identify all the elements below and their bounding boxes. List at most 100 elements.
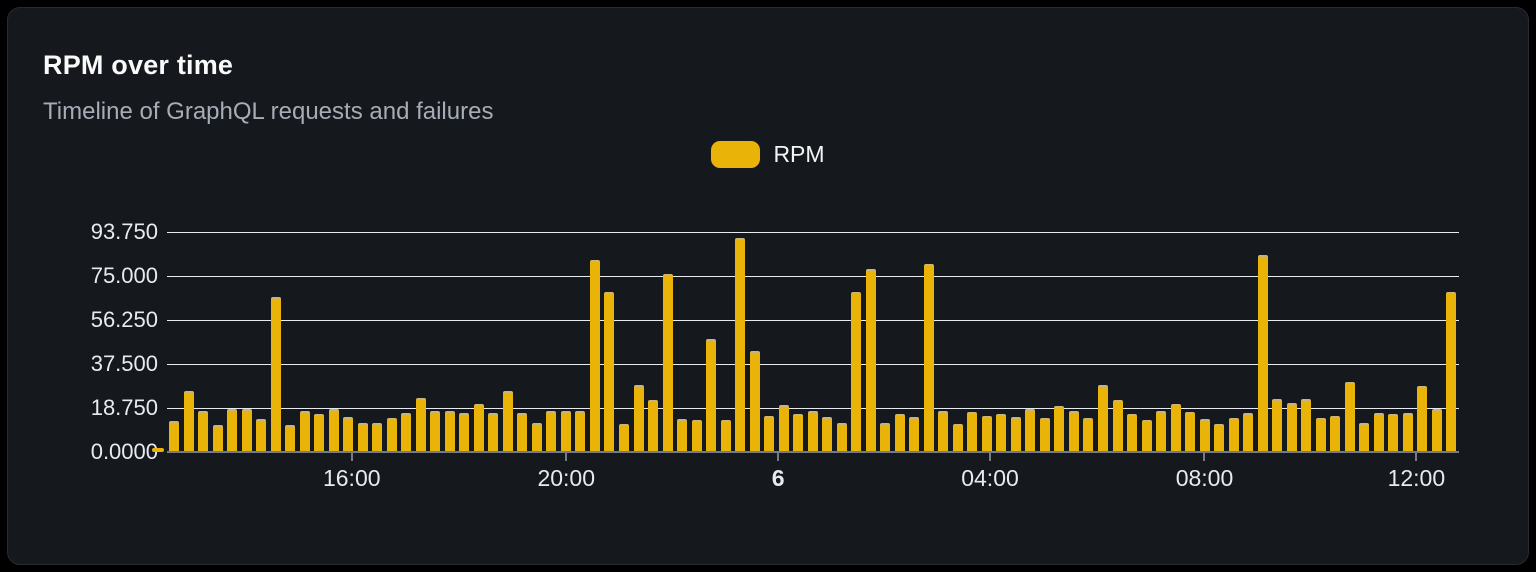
bar[interactable]	[1185, 412, 1196, 452]
bar[interactable]	[604, 292, 615, 452]
bar[interactable]	[822, 417, 833, 452]
bar[interactable]	[1388, 414, 1399, 452]
bar[interactable]	[923, 264, 934, 452]
bar[interactable]	[473, 404, 484, 452]
bar[interactable]	[314, 414, 325, 452]
bar[interactable]	[749, 351, 760, 452]
bar[interactable]	[1446, 292, 1457, 452]
y-axis-label: 56.250	[90, 307, 158, 332]
bar[interactable]	[1054, 406, 1065, 452]
bar[interactable]	[996, 414, 1007, 452]
x-axis-label: 08:00	[1175, 465, 1234, 491]
bar[interactable]	[909, 417, 920, 452]
x-axis-label: 04:00	[961, 465, 1019, 491]
bar[interactable]	[502, 391, 513, 452]
bar[interactable]	[198, 411, 209, 452]
x-axis-tick	[989, 452, 991, 461]
bar[interactable]	[1141, 420, 1152, 452]
bar[interactable]	[343, 417, 354, 452]
bar[interactable]	[1243, 413, 1254, 452]
bar[interactable]	[372, 423, 383, 452]
bar[interactable]	[851, 292, 862, 452]
bar[interactable]	[735, 238, 746, 452]
bar[interactable]	[328, 409, 339, 452]
bar[interactable]	[720, 420, 731, 452]
bar[interactable]	[1286, 403, 1297, 452]
bar[interactable]	[1025, 409, 1036, 452]
bar[interactable]	[357, 423, 368, 452]
bar[interactable]	[706, 339, 717, 452]
bar[interactable]	[1301, 399, 1312, 452]
bar[interactable]	[1315, 418, 1326, 452]
bar[interactable]	[299, 411, 310, 452]
bar[interactable]	[1039, 418, 1050, 452]
bar[interactable]	[691, 420, 702, 452]
bar[interactable]	[517, 413, 528, 452]
bar[interactable]	[677, 419, 688, 452]
bar[interactable]	[1330, 416, 1341, 452]
legend-item-rpm[interactable]: RPM	[711, 141, 825, 168]
bar[interactable]	[1170, 404, 1181, 452]
chart-title: RPM over time	[43, 50, 234, 80]
bar[interactable]	[952, 424, 963, 452]
bar[interactable]	[894, 414, 905, 452]
bar[interactable]	[648, 400, 659, 452]
bar[interactable]	[1010, 417, 1021, 452]
bar[interactable]	[227, 409, 238, 452]
bar[interactable]	[880, 423, 891, 452]
bar[interactable]	[778, 405, 789, 452]
bar[interactable]	[662, 274, 673, 452]
chart-subtitle: Timeline of GraphQL requests and failure…	[43, 98, 494, 125]
bar[interactable]	[212, 425, 223, 452]
bar[interactable]	[807, 411, 818, 452]
x-axis-label: 6	[771, 465, 785, 491]
bar[interactable]	[560, 411, 571, 452]
bar[interactable]	[1156, 411, 1167, 452]
bar[interactable]	[401, 413, 412, 452]
bar[interactable]	[836, 423, 847, 452]
bar[interactable]	[241, 409, 252, 452]
gridline	[167, 231, 1459, 233]
bar[interactable]	[1083, 418, 1094, 452]
bar[interactable]	[488, 413, 499, 452]
bar[interactable]	[1417, 386, 1428, 452]
bar[interactable]	[270, 297, 281, 452]
x-axis-line	[167, 451, 1459, 453]
bar[interactable]	[1199, 419, 1210, 452]
bar[interactable]	[459, 413, 470, 452]
bar[interactable]	[169, 421, 179, 452]
bar[interactable]	[415, 398, 426, 452]
bar[interactable]	[618, 424, 629, 452]
bar[interactable]	[1344, 382, 1355, 452]
bar[interactable]	[865, 269, 876, 452]
bar[interactable]	[981, 416, 992, 452]
bar[interactable]	[633, 385, 644, 452]
bar[interactable]	[793, 414, 804, 452]
bar[interactable]	[1112, 400, 1123, 452]
bar[interactable]	[183, 391, 194, 452]
bar[interactable]	[444, 411, 455, 452]
bar[interactable]	[764, 416, 775, 452]
bar[interactable]	[285, 425, 296, 452]
bar[interactable]	[589, 260, 600, 452]
bar[interactable]	[1214, 424, 1225, 452]
bar[interactable]	[1431, 409, 1442, 452]
bar[interactable]	[546, 411, 557, 452]
bar[interactable]	[1068, 411, 1079, 452]
bar[interactable]	[575, 411, 586, 452]
bar[interactable]	[1228, 418, 1239, 452]
bar[interactable]	[1127, 414, 1138, 452]
bar[interactable]	[531, 423, 542, 452]
bar[interactable]	[1098, 385, 1108, 452]
y-axis-label: 93.750	[90, 219, 158, 244]
bar[interactable]	[938, 411, 949, 452]
bar[interactable]	[1359, 423, 1370, 452]
bar[interactable]	[1257, 255, 1268, 452]
bar[interactable]	[1373, 413, 1384, 452]
bar[interactable]	[1402, 413, 1413, 452]
bar[interactable]	[430, 411, 441, 452]
bar[interactable]	[1272, 399, 1283, 452]
bar[interactable]	[256, 419, 267, 452]
bar[interactable]	[386, 418, 397, 452]
bar[interactable]	[967, 412, 978, 452]
